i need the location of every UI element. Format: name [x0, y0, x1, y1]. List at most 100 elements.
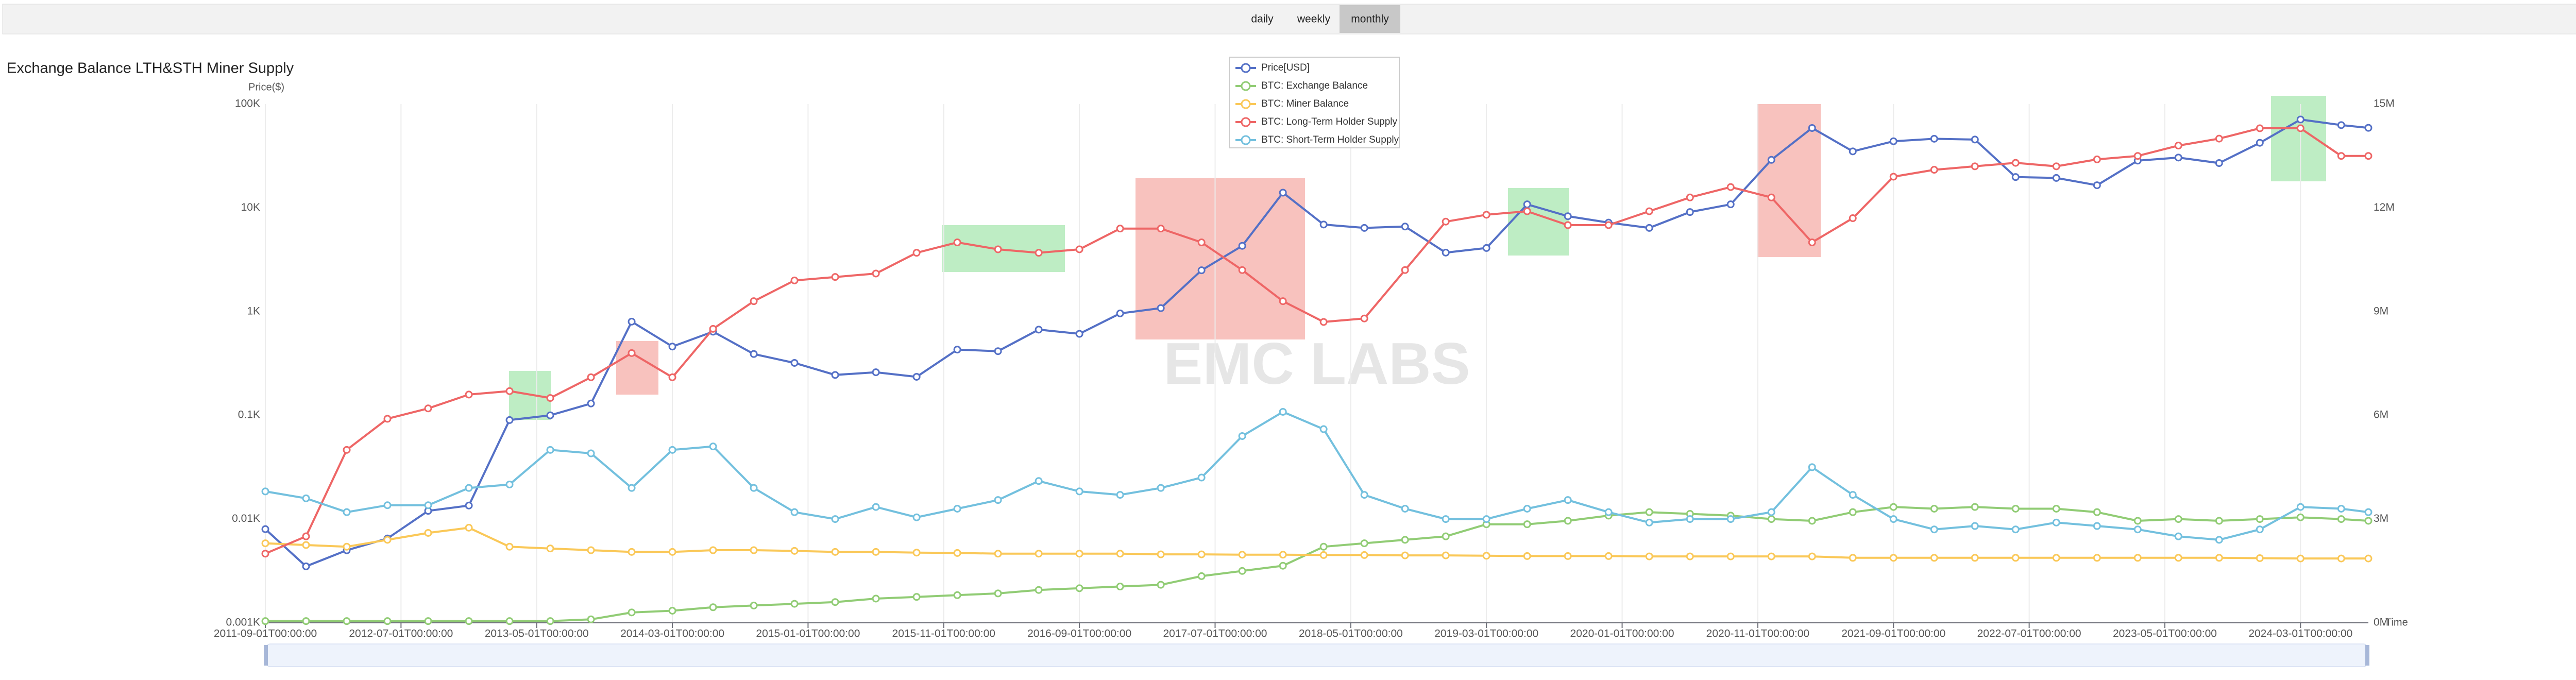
data-point [1157, 484, 1165, 492]
data-point [1116, 225, 1124, 233]
data-point [628, 548, 636, 556]
data-point [668, 548, 676, 556]
legend-icon [1241, 117, 1251, 127]
legend-label[interactable]: BTC: Miner Balance [1261, 98, 1349, 109]
zoom-handle[interactable] [264, 645, 268, 666]
y-axis-title: Price($) [248, 81, 284, 93]
legend-label[interactable]: Price[USD] [1261, 62, 1310, 73]
data-point [790, 600, 799, 608]
data-point [2256, 554, 2264, 562]
data-point [1930, 504, 1938, 513]
data-point [2256, 515, 2264, 523]
data-point [1767, 193, 1775, 201]
data-point [1279, 551, 1287, 559]
data-point [709, 546, 717, 554]
data-point [1645, 552, 1653, 560]
series-line [265, 411, 2369, 541]
data-point [302, 617, 310, 625]
data-point [1197, 550, 1206, 558]
data-point [2215, 554, 2223, 562]
data-point [1971, 135, 1979, 144]
data-point [750, 297, 758, 305]
data-point [1116, 550, 1124, 558]
data-point [1035, 477, 1043, 485]
legend-label[interactable]: BTC: Exchange Balance [1261, 80, 1368, 91]
x-tick-label: 2021-09-01T00:00:00 [1841, 628, 1945, 640]
data-point [2093, 508, 2101, 516]
data-point [628, 484, 636, 492]
data-point [343, 446, 351, 454]
y-tick-label: 100K [235, 98, 260, 110]
data-point [1808, 463, 1816, 471]
data-point [1197, 266, 1206, 275]
data-point [1889, 137, 1897, 145]
data-point [912, 549, 921, 557]
data-point [1523, 207, 1531, 215]
data-point [2133, 525, 2142, 534]
data-point [1197, 239, 1206, 247]
data-point [1360, 224, 1368, 232]
data-point [628, 317, 636, 326]
x-tick-label: 2024-03-01T00:00:00 [2248, 628, 2352, 640]
y-tick-label: 0.01K [232, 513, 260, 524]
data-point [261, 617, 269, 625]
tab-label[interactable]: weekly [1297, 13, 1331, 25]
data-point [953, 549, 961, 557]
y-tick-label: 10K [241, 201, 260, 213]
data-point [302, 532, 310, 540]
data-point [750, 484, 758, 492]
data-point [1319, 220, 1328, 229]
data-point [1238, 242, 1246, 250]
data-point [1808, 239, 1816, 247]
tab-label[interactable]: daily [1251, 13, 1274, 25]
data-point [1319, 551, 1328, 559]
data-point [1157, 581, 1165, 589]
data-point [1442, 248, 1450, 257]
data-point [1482, 211, 1490, 219]
data-point [1849, 147, 1857, 156]
data-point [383, 536, 392, 544]
data-point [1971, 503, 1979, 511]
data-point [1971, 554, 1979, 562]
data-point [2256, 525, 2264, 534]
zoom-slider[interactable] [266, 643, 2367, 667]
data-point [1035, 550, 1043, 558]
data-point [424, 617, 432, 625]
data-point [709, 603, 717, 611]
highlight-box [942, 225, 1065, 272]
data-point [261, 525, 269, 533]
data-point [2337, 504, 2345, 513]
data-point [831, 273, 839, 281]
legend-label[interactable]: BTC: Short-Term Holder Supply [1261, 134, 1399, 145]
legend-label[interactable]: BTC: Long-Term Holder Supply [1261, 116, 1397, 127]
data-point [261, 539, 269, 548]
data-point [1075, 584, 1083, 592]
data-point [1930, 134, 1938, 143]
legend-icon [1241, 135, 1251, 145]
y2-tick-label: 15M [2374, 98, 2395, 110]
data-point [1238, 266, 1246, 274]
data-point [383, 617, 392, 625]
tab-button[interactable] [1340, 5, 1400, 33]
data-point [628, 349, 636, 357]
tab-button[interactable] [1236, 5, 1288, 33]
data-point [1767, 515, 1775, 523]
tab-button[interactable] [1288, 5, 1340, 33]
data-point [1930, 166, 1938, 174]
data-point [1564, 496, 1572, 504]
data-point [1889, 554, 1897, 562]
data-point [1849, 508, 1857, 516]
data-point [343, 508, 351, 516]
data-point [1726, 183, 1735, 191]
data-point [668, 373, 676, 381]
data-point [831, 548, 839, 556]
data-point [628, 608, 636, 617]
data-point [505, 416, 514, 424]
zoom-handle[interactable] [2365, 645, 2369, 666]
data-point [1279, 297, 1287, 305]
data-point [1645, 224, 1653, 232]
data-point [1808, 517, 1816, 525]
tab-label[interactable]: monthly [1351, 13, 1389, 25]
data-point [1604, 552, 1613, 560]
x-tick-label: 2012-07-01T00:00:00 [349, 628, 453, 640]
